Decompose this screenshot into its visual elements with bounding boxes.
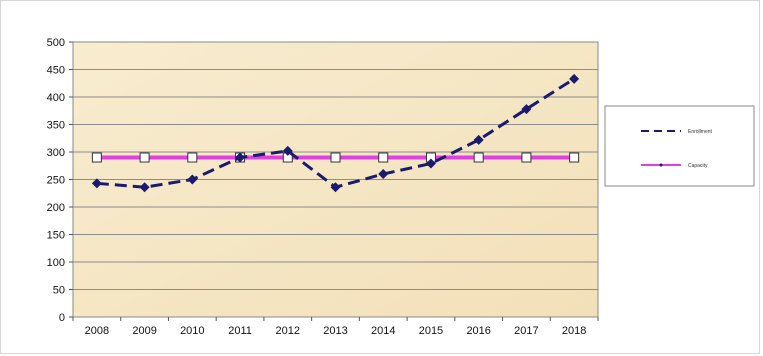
x-tick-label: 2008 xyxy=(85,325,109,337)
y-tick-label: 200 xyxy=(47,202,65,214)
data-point-enrollment xyxy=(569,73,580,84)
data-point-enrollment xyxy=(235,152,246,163)
data-point-enrollment xyxy=(91,178,102,189)
x-tick-label: 2017 xyxy=(514,325,538,337)
y-tick-label: 300 xyxy=(47,147,65,159)
gridlines xyxy=(73,69,598,290)
data-point-capacity xyxy=(330,152,341,163)
y-tick-label: 0 xyxy=(59,312,65,324)
y-tick-label: 100 xyxy=(47,257,65,269)
data-point-capacity xyxy=(91,152,102,163)
data-point-enrollment xyxy=(425,158,436,169)
y-tick-label: 450 xyxy=(47,65,65,77)
x-tick-label: 2016 xyxy=(466,325,490,337)
y-tick-label: 150 xyxy=(47,230,65,242)
data-point-enrollment xyxy=(473,134,484,145)
legend-box xyxy=(604,105,755,187)
data-point-enrollment xyxy=(330,182,341,193)
y-tick-label: 250 xyxy=(47,175,65,187)
x-tick-label: 2015 xyxy=(419,325,443,337)
data-point-enrollment xyxy=(187,174,198,185)
data-point-enrollment xyxy=(521,104,532,115)
x-tick-label: 2013 xyxy=(323,325,347,337)
legend-label-enrollment: Enrollment xyxy=(688,129,713,135)
data-point-capacity xyxy=(187,152,198,163)
y-tick-label: 350 xyxy=(47,120,65,132)
x-tick-label: 2010 xyxy=(180,325,204,337)
y-tick-label: 400 xyxy=(47,92,65,104)
data-point-capacity xyxy=(378,152,389,163)
data-point-enrollment xyxy=(139,182,150,193)
x-tick-label: 2014 xyxy=(371,325,395,337)
y-tick-label: 50 xyxy=(53,285,65,297)
x-tick-label: 2012 xyxy=(276,325,300,337)
data-point-capacity xyxy=(521,152,532,163)
y-tick-label: 500 xyxy=(47,37,65,49)
legend-marker-capacity xyxy=(659,163,663,167)
data-point-capacity xyxy=(473,152,484,163)
y-axis-ticks: 0 50 100 150 200 250 300 350 400 450 500 xyxy=(47,37,73,324)
x-tick-label: 2018 xyxy=(562,325,586,337)
data-point-enrollment xyxy=(282,145,293,156)
data-point-enrollment xyxy=(378,169,389,179)
x-tick-label: 2009 xyxy=(132,325,156,337)
x-tick-label: 2011 xyxy=(228,325,252,337)
data-point-capacity xyxy=(569,152,580,163)
x-axis-ticks: 2008 2009 2010 2011 2012 2013 2014 2015 2016 2017… xyxy=(72,317,599,337)
legend-label-capacity: Capacity xyxy=(688,163,708,169)
series-layer xyxy=(91,73,580,193)
legend: Enrollment Capacity xyxy=(604,105,755,187)
data-point-capacity xyxy=(139,152,150,163)
